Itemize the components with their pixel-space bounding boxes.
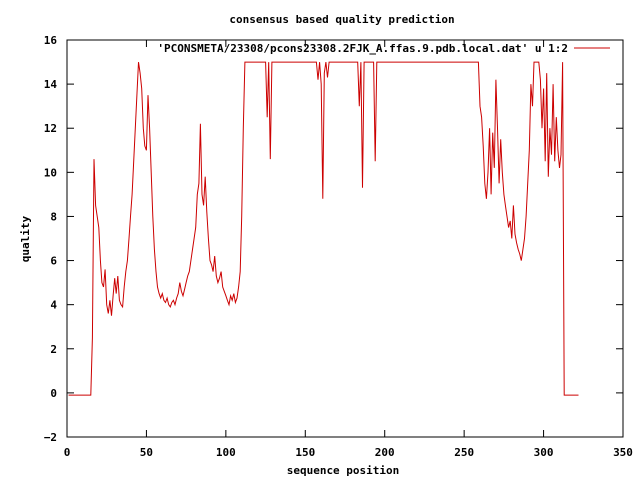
y-tick-label: 4	[50, 299, 57, 312]
series-line	[68, 61, 579, 396]
x-tick-label: 300	[534, 446, 554, 459]
y-axis-ticks: −2 0 2 4 6 8 10 12 14 16	[44, 34, 623, 444]
legend: 'PCONSMETA/23308/pcons23308.2FJK_A.ffas.…	[157, 42, 610, 55]
y-tick-label: −2	[44, 431, 57, 444]
y-tick-label: 8	[50, 210, 57, 223]
y-tick-label: 12	[44, 122, 57, 135]
x-axis-ticks: 0 50 100 150 200 250 300 350	[64, 40, 633, 459]
x-tick-label: 200	[375, 446, 395, 459]
y-tick-label: 16	[44, 34, 58, 47]
y-tick-label: 10	[44, 166, 57, 179]
x-tick-label: 350	[613, 446, 633, 459]
x-tick-label: 150	[295, 446, 315, 459]
y-tick-label: 6	[50, 255, 57, 268]
x-tick-label: 0	[64, 446, 71, 459]
x-tick-label: 100	[216, 446, 236, 459]
x-tick-label: 50	[140, 446, 153, 459]
y-axis-label: quality	[19, 215, 32, 262]
y-tick-label: 0	[50, 387, 57, 400]
x-tick-label: 250	[454, 446, 474, 459]
chart-title: consensus based quality prediction	[229, 13, 454, 26]
x-axis-label: sequence position	[287, 464, 400, 477]
plot-frame	[66, 39, 624, 438]
y-tick-label: 14	[44, 78, 58, 91]
y-tick-label: 2	[50, 343, 57, 356]
legend-label: 'PCONSMETA/23308/pcons23308.2FJK_A.ffas.…	[157, 42, 568, 55]
